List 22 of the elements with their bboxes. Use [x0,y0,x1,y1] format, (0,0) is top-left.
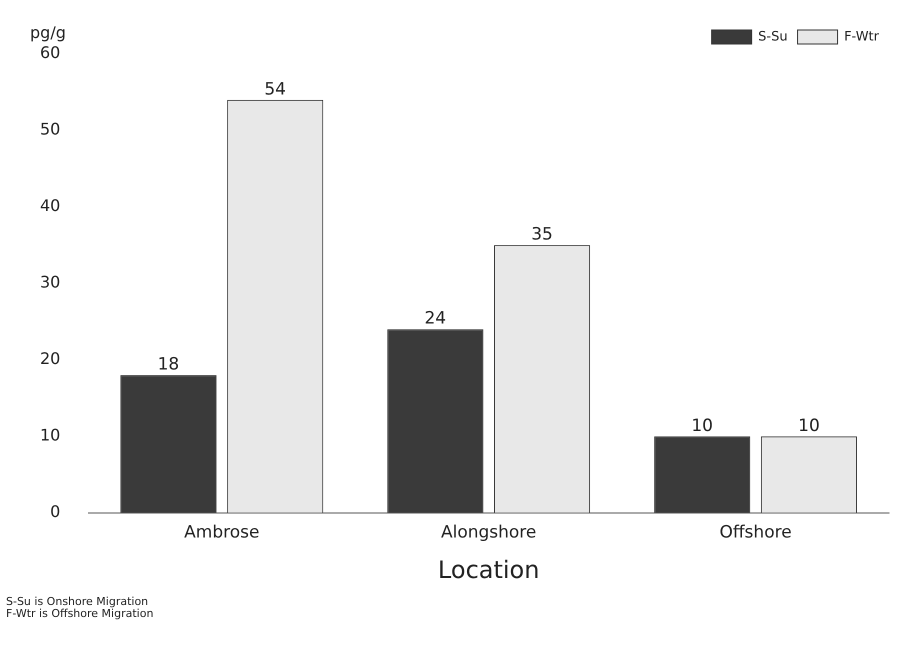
x-tick-label: Offshore [719,522,792,542]
y-tick-label: 0 [50,502,60,521]
data-label: 24 [424,308,446,329]
y-axis-title: pg/g [30,23,66,42]
x-tick-label: Ambrose [184,522,260,542]
data-label: 10 [798,416,820,436]
data-label: 54 [264,79,286,100]
y-tick-label: 30 [40,272,60,292]
data-label: 10 [691,416,714,436]
text: F-Wtr is Offshore Migration [6,607,154,620]
x-tick-label: Alongshore [440,522,536,542]
data-label: 35 [531,224,553,245]
y-tick-label: 40 [40,196,60,216]
y-tick-label: 10 [40,425,60,444]
text: S-Su is Onshore Migration [6,595,150,608]
x-axis-title: Location [438,556,540,584]
legend-label: S-Su [758,29,788,44]
y-tick-label: 50 [40,120,60,139]
legend-label: F-Wtr [844,29,880,44]
y-tick-label: 20 [40,349,60,368]
y-tick-label: 60 [40,43,60,62]
data-label: 18 [158,354,180,375]
